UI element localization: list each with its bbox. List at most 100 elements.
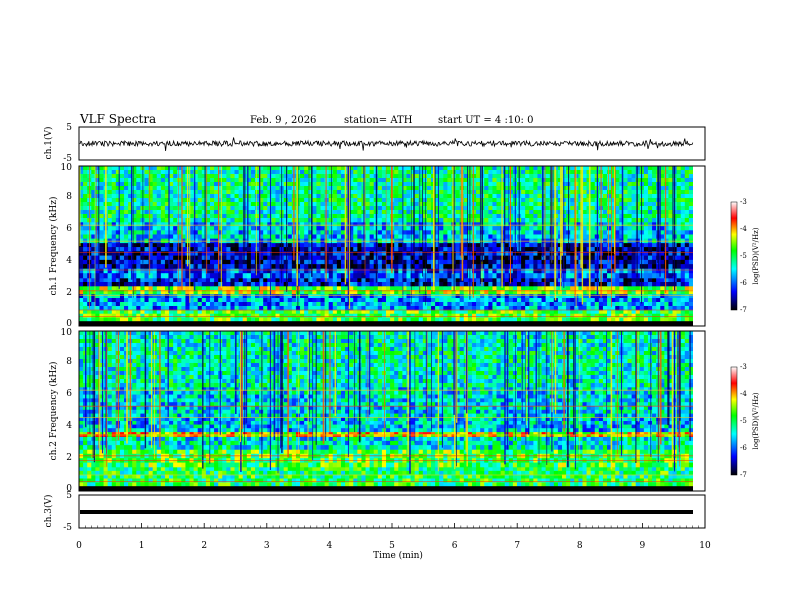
spectrogram-cell: [394, 251, 399, 256]
spectrogram-cell: [308, 278, 313, 283]
spectrogram-cell: [238, 170, 244, 175]
spectrogram-cell: [652, 298, 657, 303]
spectrogram-cell: [291, 273, 297, 279]
spectrogram-cell: [177, 294, 182, 299]
spectrogram-cell: [226, 166, 231, 171]
spectrogram-cell: [586, 294, 591, 299]
spectrogram-cell: [463, 268, 469, 274]
spectrogram-cell: [91, 194, 96, 199]
spectrogram-cell: [250, 310, 256, 315]
spectrogram-cell: [680, 251, 686, 256]
spectrogram-cell: [189, 222, 194, 227]
spectrogram-cell: [304, 264, 309, 269]
spectrogram-cell: [545, 190, 551, 195]
spectrogram-cell: [267, 286, 272, 291]
spectrogram-cell: [332, 230, 338, 235]
spectrogram-cell: [607, 306, 612, 311]
spectrogram-cell: [197, 290, 203, 295]
spectrogram-cell: [476, 186, 481, 191]
spectrogram-cell: [422, 182, 428, 187]
spectrogram-cell: [119, 306, 125, 311]
spectrogram-cell: [361, 317, 366, 322]
spectrogram-cell: [140, 264, 145, 269]
spectrogram-cell: [562, 298, 567, 303]
spectrogram-cell: [271, 273, 276, 279]
spectrogram-cell: [124, 170, 129, 175]
spectrogram-cell: [443, 302, 448, 307]
spectrogram-cell: [328, 234, 334, 239]
spectrogram-cell: [504, 286, 510, 291]
spectrogram-cell: [463, 170, 469, 175]
spectrogram-cell: [185, 286, 190, 291]
spectrogram-cell: [451, 310, 456, 315]
spectrogram-cell: [353, 310, 358, 315]
spectrogram-cell: [656, 294, 661, 299]
spectrogram-cell: [537, 306, 542, 311]
spectrogram-cell: [316, 298, 321, 303]
spectrogram-cell: [422, 278, 428, 283]
spectrogram-cell: [578, 310, 583, 315]
spectrogram-cell: [128, 226, 133, 231]
ch1-spectrogram-panel: 0 2 4 6 8 10 ch.1 Frequency (kHz) -3 -4 …: [48, 163, 760, 329]
spectrogram-cell: [611, 174, 616, 179]
spectrogram-cell: [328, 190, 334, 195]
spectrogram-cell: [230, 242, 235, 248]
spectrogram-cell: [95, 190, 100, 195]
spectrogram-cell: [435, 310, 440, 315]
spectrogram-cell: [463, 282, 469, 287]
spectrogram-cell: [607, 186, 612, 191]
spectrogram-cell: [316, 306, 321, 311]
spectrogram-cell: [635, 230, 641, 235]
spectrogram-cell: [619, 230, 624, 235]
spectrogram-cell: [328, 251, 334, 256]
spectrogram-cell: [312, 170, 317, 175]
spectrogram-cell: [271, 282, 276, 287]
spectrogram-cell: [95, 268, 100, 274]
spectrogram-cell: [660, 278, 665, 283]
spectrogram-cell: [664, 317, 669, 322]
spectrogram-cell: [99, 264, 104, 269]
spectrogram-cell: [328, 317, 334, 322]
spectrogram-cell: [181, 174, 186, 179]
spectrogram-cell: [594, 317, 600, 322]
spectrogram-cell: [471, 298, 477, 303]
spectrogram-cell: [521, 264, 526, 269]
spectrogram-cell: [398, 247, 403, 252]
spectrogram-cell: [435, 186, 440, 191]
spectrogram-cell: [504, 174, 510, 179]
spectrogram-cell: [336, 247, 342, 252]
spectrogram-cell: [615, 234, 620, 239]
spectrogram-cell: [463, 278, 469, 283]
spectrogram-cell: [521, 298, 526, 303]
spectrogram-cell: [533, 294, 538, 299]
spectrogram-cell: [283, 234, 289, 239]
spectrogram-cell: [304, 313, 309, 318]
spectrogram-cell: [291, 313, 297, 318]
spectrogram-cell: [177, 302, 182, 307]
spectrogram-cell: [652, 294, 657, 299]
spectrogram-cell: [488, 255, 493, 261]
spectrogram-cell: [99, 294, 104, 299]
spectrogram-cell: [402, 234, 407, 239]
spectrogram-cell: [553, 317, 559, 322]
spectrogram-cell: [377, 268, 383, 274]
spectrogram-cell: [124, 286, 129, 291]
spectrogram-cell: [316, 255, 321, 261]
spectrogram-cell: [115, 294, 121, 299]
spectrogram-cell: [627, 174, 632, 179]
spectrogram-cell: [545, 182, 551, 187]
spectrogram-cell: [656, 286, 661, 291]
spectrogram-cell: [410, 313, 415, 318]
spectrogram-cell: [79, 255, 84, 261]
spectrogram-cell: [238, 259, 244, 265]
spectrogram-cell: [627, 186, 632, 191]
spectrogram-cell: [156, 278, 162, 283]
spectrogram-cell: [586, 251, 591, 256]
spectrogram-cell: [287, 166, 293, 171]
spectrogram-cell: [242, 247, 248, 252]
spectrogram-cell: [164, 242, 170, 248]
spectrogram-cell: [324, 310, 329, 315]
spectrogram-cell: [418, 282, 424, 287]
spectrogram-cell: [361, 298, 366, 303]
spectrogram-cell: [111, 317, 117, 322]
